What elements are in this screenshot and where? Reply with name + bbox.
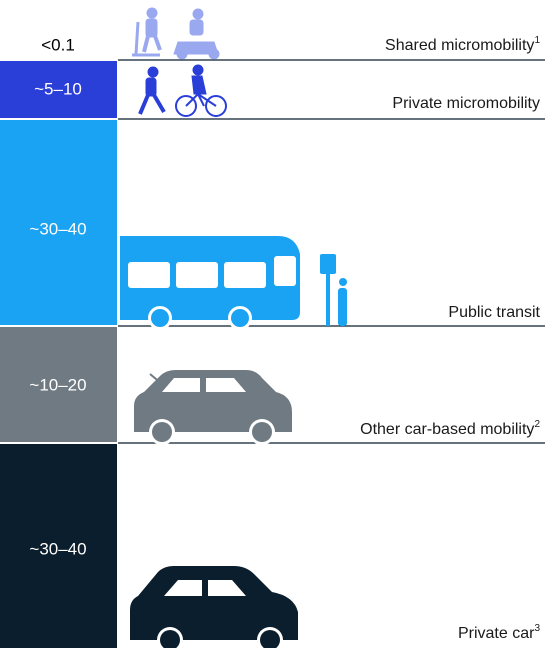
icon-car-private — [130, 566, 298, 648]
icon-car-shared — [134, 370, 292, 445]
icon-private-micromobility — [138, 64, 227, 117]
icon-bus — [120, 236, 347, 330]
mode-name: Public transit — [448, 304, 540, 321]
block — [0, 444, 117, 648]
mode-name: Shared micromobility1 — [385, 35, 540, 55]
mode-name-text: Other car-based mobility — [360, 421, 534, 438]
block — [0, 327, 117, 442]
mode-name: Private car3 — [458, 623, 540, 643]
mode-name-text: Private car — [458, 625, 535, 642]
icon-shared-micromobility — [132, 7, 220, 60]
share-label: ~5–10 — [34, 79, 82, 98]
footnote: 1 — [534, 35, 540, 46]
share-label: ~30–40 — [29, 219, 86, 238]
mode-name-text: Shared micromobility — [385, 37, 534, 54]
block — [0, 61, 117, 118]
mode-name: Private micromobility — [392, 95, 540, 112]
block — [0, 120, 117, 325]
footnote: 2 — [534, 419, 540, 430]
mode-name: Other car-based mobility2 — [360, 419, 540, 439]
share-label: ~10–20 — [29, 375, 86, 394]
share-label: ~30–40 — [29, 539, 86, 558]
share-label: <0.1 — [41, 35, 75, 54]
footnote: 3 — [534, 623, 540, 634]
